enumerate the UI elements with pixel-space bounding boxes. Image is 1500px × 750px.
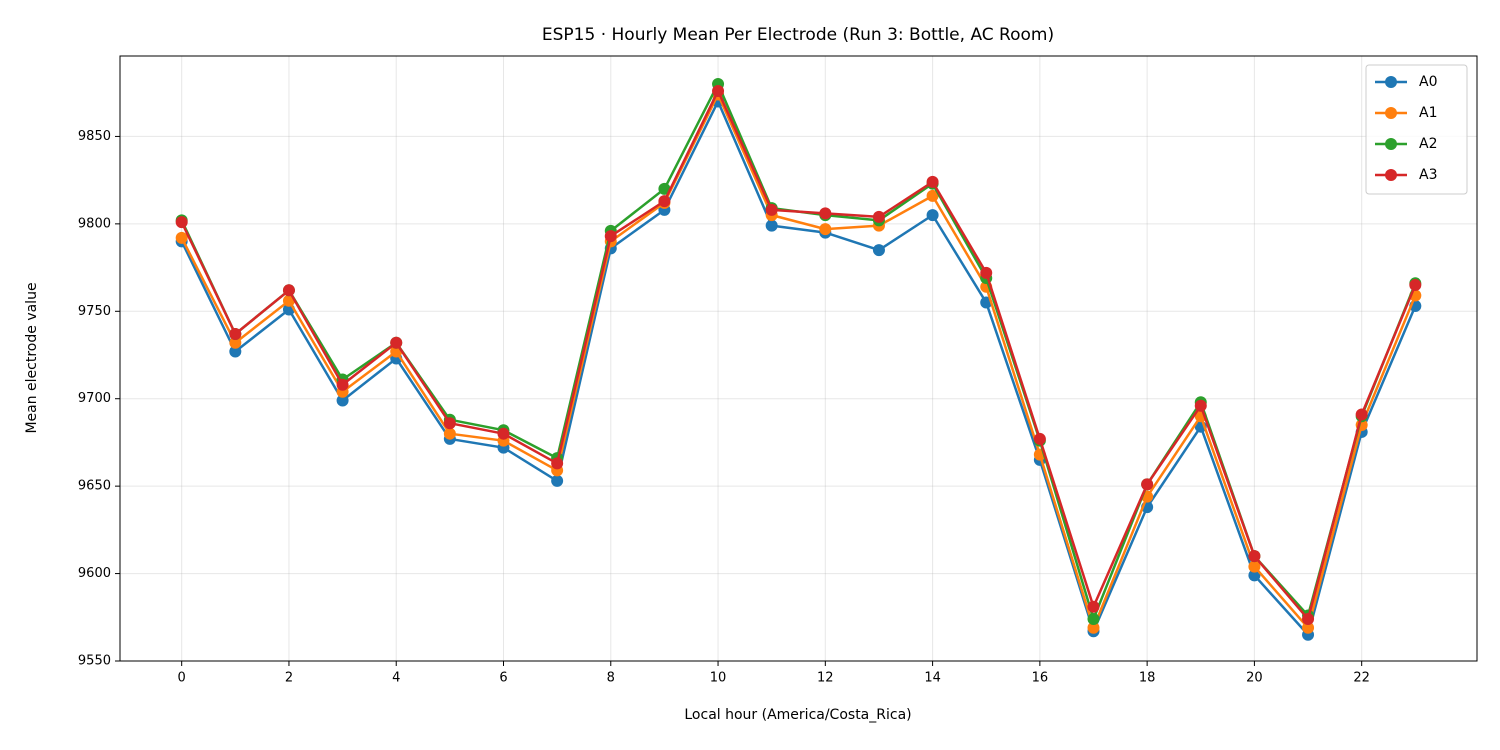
point: [1302, 613, 1315, 626]
y-tick-label: 9750: [78, 304, 111, 319]
point: [1087, 600, 1100, 613]
point: [765, 219, 778, 232]
legend-label: A3: [1419, 167, 1437, 183]
plot-frame: [119, 55, 1478, 662]
point: [229, 336, 242, 349]
legend-marker: [1385, 107, 1397, 119]
point: [819, 207, 832, 220]
y-tick-label: 9650: [78, 479, 111, 494]
point: [926, 175, 939, 188]
x-tick-label: 6: [499, 671, 507, 686]
x-tick-label: 18: [1139, 671, 1156, 686]
point: [658, 195, 671, 208]
x-tick-label: 20: [1246, 671, 1263, 686]
x-axis-label: Local hour (America/Costa_Rica): [684, 707, 911, 723]
x-tick-label: 4: [392, 671, 400, 686]
point: [872, 210, 885, 223]
point: [658, 182, 671, 195]
point: [1302, 621, 1315, 634]
point: [443, 417, 456, 430]
point: [229, 345, 242, 358]
point: [443, 427, 456, 440]
x-tick-label: 12: [817, 671, 834, 686]
x-tick-label: 2: [285, 671, 293, 686]
point: [712, 84, 725, 97]
point: [926, 209, 939, 222]
point: [1355, 408, 1368, 421]
point: [175, 216, 188, 229]
chart-title: ESP15 · Hourly Mean Per Electrode (Run 3…: [542, 25, 1054, 45]
y-tick-label: 9800: [78, 216, 111, 231]
legend-label: A1: [1419, 105, 1437, 121]
series-line: [180, 89, 1417, 621]
point: [1194, 399, 1207, 412]
point: [926, 189, 939, 202]
point: [1248, 569, 1261, 582]
y-tick-label: 9700: [78, 391, 111, 406]
y-tick-label: 9550: [78, 654, 111, 669]
point: [551, 474, 564, 487]
point: [1033, 432, 1046, 445]
legend-box: [1365, 64, 1468, 195]
x-tick-label: 22: [1353, 671, 1370, 686]
y-axis-label: Mean electrode value: [24, 282, 40, 433]
point: [175, 231, 188, 244]
point: [980, 266, 993, 279]
y-tick-label: 9600: [78, 566, 111, 581]
point: [229, 328, 242, 341]
point: [390, 336, 403, 349]
x-tick-label: 0: [178, 671, 186, 686]
point: [604, 230, 617, 243]
point: [1409, 279, 1422, 292]
point: [1087, 621, 1100, 634]
x-tick-label: 14: [924, 671, 941, 686]
point: [765, 203, 778, 216]
point: [551, 457, 564, 470]
legend: A0 A1 A2 A3: [1365, 64, 1468, 195]
legend-marker: [1385, 76, 1397, 88]
point: [497, 427, 510, 440]
point: [336, 394, 349, 407]
series-line: [180, 100, 1417, 637]
series-line: [180, 93, 1417, 630]
point: [1248, 550, 1261, 563]
x-tick-label: 16: [1032, 671, 1049, 686]
legend-marker: [1385, 169, 1397, 181]
legend-label: A2: [1419, 136, 1437, 152]
point: [872, 244, 885, 257]
y-tick-label: 9850: [78, 129, 111, 144]
x-tick-label: 10: [710, 671, 727, 686]
point: [336, 378, 349, 391]
legend-marker: [1385, 138, 1397, 150]
series-line: [180, 82, 1417, 621]
point: [1248, 560, 1261, 573]
point: [282, 284, 295, 297]
point: [819, 223, 832, 236]
point: [1087, 613, 1100, 626]
legend-label: A0: [1419, 74, 1437, 90]
x-tick-label: 8: [607, 671, 615, 686]
point: [1141, 478, 1154, 491]
